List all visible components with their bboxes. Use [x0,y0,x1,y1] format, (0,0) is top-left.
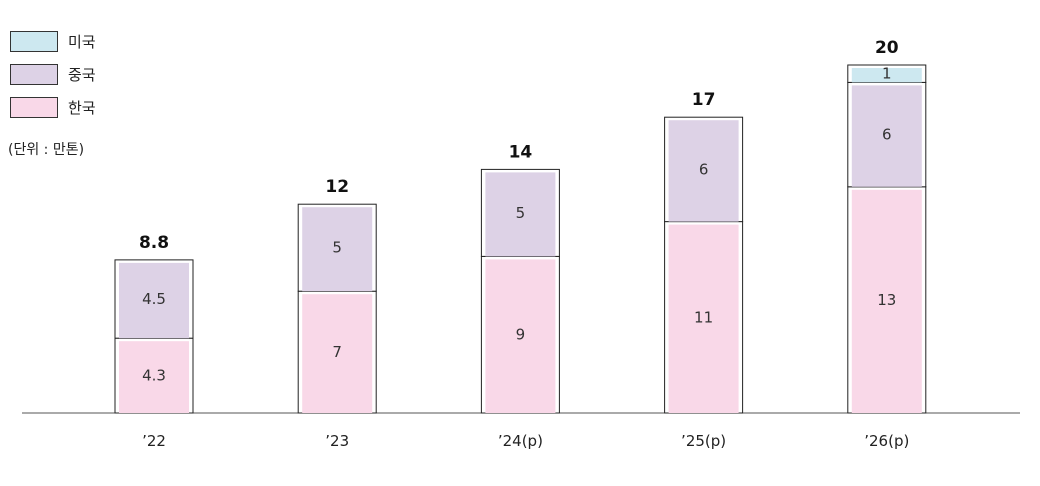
segment-value-label: 6 [882,126,892,144]
legend-swatch-china [10,64,58,85]
bar-stack: 4.3 4.5 8.8 ’22 [114,233,194,450]
x-tick-label: ’22 [142,432,166,450]
segment-value-label: 11 [694,308,713,326]
total-value-label: 20 [875,38,899,58]
bar-segment-korea [851,189,922,413]
x-tick-label: ’25(p) [681,432,726,450]
bar-segment-china [851,85,922,187]
legend-item-korea: 한국 [10,97,96,118]
bar-stack: 7 5 12 ’23 [297,177,377,450]
segment-value-label: 9 [516,326,526,344]
legend-label-usa: 미국 [68,33,96,51]
total-value-label: 17 [692,90,716,110]
legend-label-korea: 한국 [68,99,96,117]
legend-swatch-korea [10,97,58,118]
segment-value-label: 4.3 [142,367,166,385]
total-value-label: 12 [325,177,349,197]
legend-label-china: 중국 [68,66,96,84]
segment-value-label: 13 [877,291,896,309]
total-value-label: 8.8 [139,233,169,253]
x-tick-label: ’26(p) [864,432,909,450]
bar-segment-korea [668,224,739,413]
segment-value-label: 1 [882,65,892,83]
bar-segment-china [119,262,189,339]
total-value-label: 14 [509,142,533,162]
x-tick-label: ’24(p) [498,432,543,450]
legend-item-usa: 미국 [10,31,96,52]
bar-segment-korea [119,341,189,413]
bar-stack: 13 6 1 20 ’26(p) [847,38,927,450]
legend-item-china: 중국 [10,64,96,85]
segment-value-label: 5 [516,204,526,222]
bar-segment-korea [302,294,373,413]
bar-stack: 11 6 17 ’25(p) [664,90,744,450]
segment-value-label: 5 [332,239,342,257]
segment-value-label: 4.5 [142,290,166,308]
bar-segment-china [668,120,739,222]
bar-segment-china [302,207,373,292]
bar-segment-korea [485,259,556,413]
legend-swatch-usa [10,31,58,52]
chart-legend: 미국 중국 한국 [10,31,96,130]
bar-segment-china [485,172,556,257]
unit-label: (단위 : 만톤) [8,142,85,158]
bar-stack: 9 5 14 ’24(p) [480,142,560,450]
bar-segment-usa [851,68,922,83]
segment-value-label: 6 [699,160,709,178]
segment-value-label: 7 [332,343,342,361]
x-tick-label: ’23 [325,432,349,450]
